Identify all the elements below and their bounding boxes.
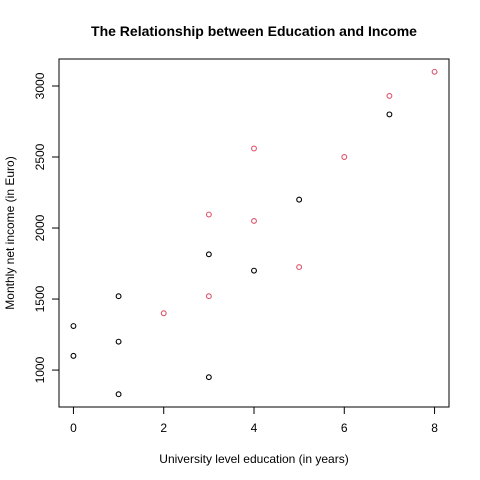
y-tick-label: 1500 [33,285,47,312]
data-point-series-2 [160,310,167,317]
data-point-series-1 [70,323,77,329]
x-tick-label: 6 [341,421,348,435]
data-point-series-1 [205,374,212,381]
data-point-series-2 [205,211,212,218]
data-point-series-2 [341,154,348,160]
data-point-series-1 [115,391,122,398]
y-tick-label: 1000 [33,356,47,383]
data-point-series-2 [251,145,257,152]
y-tick-label: 3000 [33,72,47,99]
data-point-series-2 [296,264,303,271]
data-point-series-1 [386,111,393,118]
chart-title: The Relationship between Education and I… [91,23,417,39]
data-point-series-2 [251,217,257,224]
data-point-series-1 [115,293,122,300]
x-tick-label: 2 [160,421,167,435]
data-point-series-1 [251,267,257,274]
data-point-series-1 [296,196,303,203]
data-point-series-1 [70,352,77,359]
x-tick-label: 0 [70,421,77,435]
data-point-series-1 [115,338,122,345]
x-tick-label: 8 [431,421,438,435]
x-axis: 0 2 4 6 8 [70,407,438,435]
data-point-series-2 [205,293,212,300]
data-point-series-2 [431,68,438,75]
x-tick-label: 4 [251,421,258,435]
y-axis-label: Monthly net income (in Euro) [3,156,17,309]
data-point-series-1 [205,251,212,258]
y-axis: 1000 1500 2000 2500 3000 [33,72,59,383]
y-tick-label: 2000 [33,214,47,241]
data-point-series-2 [386,92,393,99]
plot-area-frame [58,58,450,408]
data-points [70,68,438,398]
x-axis-label: University level education (in years) [159,452,348,466]
y-tick-label: 2500 [33,143,47,170]
